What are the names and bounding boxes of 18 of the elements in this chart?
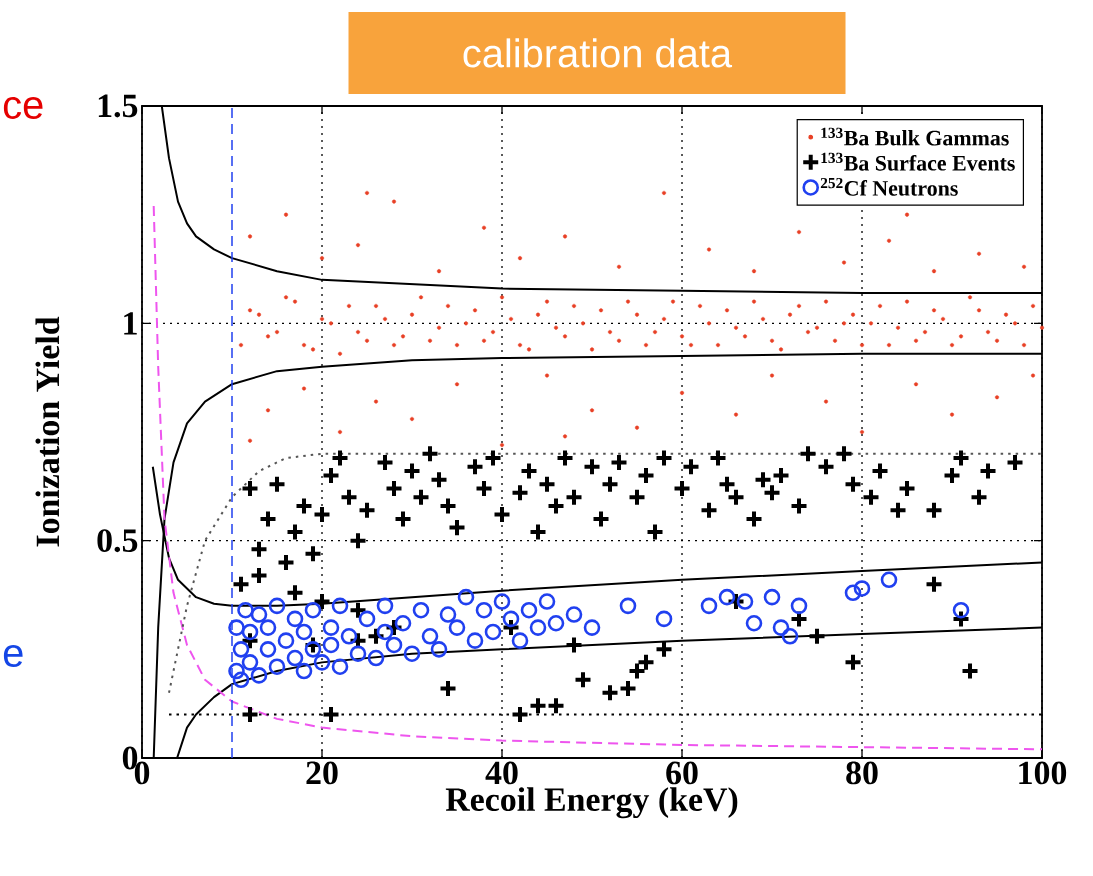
y-axis-title: Ionization Yield bbox=[35, 316, 60, 547]
x-tick-label: 20 bbox=[306, 761, 338, 785]
y-tick-label: 1.5 bbox=[98, 94, 138, 118]
y-tick-label: 0.5 bbox=[97, 529, 138, 553]
x-axis-title: Recoil Energy (keV) bbox=[445, 787, 738, 819]
x-tick-label: 60 bbox=[666, 761, 698, 785]
text: ce bbox=[3, 97, 43, 119]
line-series bbox=[152, 204, 1043, 751]
legend-label: $^{133}$Ba Surface Events bbox=[821, 152, 1015, 171]
x-tick-label: 80 bbox=[846, 761, 878, 785]
line-series bbox=[168, 452, 1043, 694]
x-tick-label: 40 bbox=[485, 761, 518, 785]
x-tick-label: 100 bbox=[1019, 761, 1067, 785]
text: e bbox=[3, 645, 23, 667]
y-tick-label: 1 bbox=[124, 312, 137, 335]
legend-label: $^{252}$Cf Neutrons bbox=[820, 177, 958, 196]
legend-label: $^{133}$Ba Bulk Gammas bbox=[821, 127, 1009, 146]
chart-title: calibration data bbox=[463, 38, 733, 68]
